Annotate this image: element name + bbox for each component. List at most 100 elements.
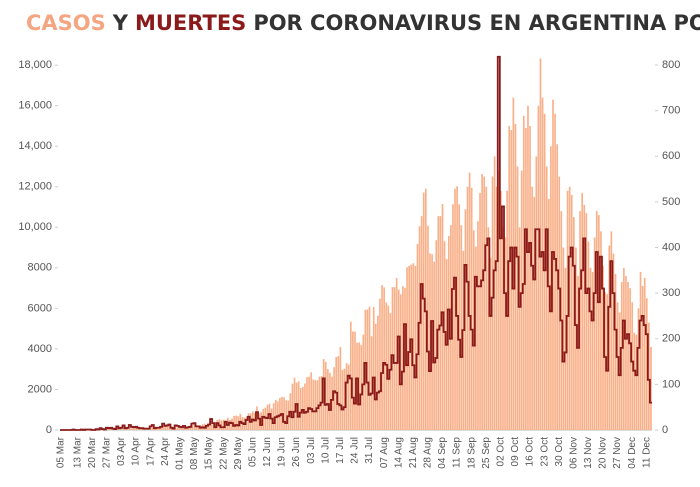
bar [352,331,354,430]
bar [229,419,231,430]
y-tick-label: 8000 [28,262,52,274]
bar [604,292,606,430]
bar [566,190,569,430]
bar [354,331,356,430]
x-tick-label: 27 Nov [612,437,623,469]
y2-tick-label: 800 [662,59,680,71]
bar [535,156,538,430]
bar [122,428,125,430]
bar [452,204,454,430]
bar [331,376,333,430]
x-tick-label: 11 Sep [452,437,463,468]
bar [572,217,575,430]
bar [327,369,329,430]
x-tick-label: 03 Jul [306,437,317,464]
bar [414,265,417,430]
bar [593,237,596,430]
bar [208,423,210,430]
bar [356,342,358,430]
bar [406,267,408,430]
bar [518,227,521,430]
bar [493,156,496,430]
bar [466,186,469,430]
bar [360,345,363,430]
bar [322,359,325,430]
x-tick-label: 24 Jul [350,437,361,464]
bar [254,413,256,430]
bar [279,398,281,430]
x-tick-label: 05 Mar [56,436,67,468]
bar [158,427,160,430]
bar [206,424,208,430]
bar [133,427,135,430]
bar [224,420,227,430]
bar [450,225,452,430]
bar [166,426,169,430]
bar [379,298,381,430]
y-tick-label: 0 [46,424,52,436]
y2-tick-label: 300 [662,287,680,299]
x-tick-label: 10 Apr [131,436,142,466]
bar [429,253,431,430]
x-tick-label: 03 Apr [116,436,127,466]
bar [468,172,471,430]
bar [462,250,465,430]
x-tick-label: 17 Jul [335,437,346,464]
bar [393,287,396,430]
x-tick-label: 05 Jun [247,437,258,467]
bar [441,204,444,430]
bar [477,221,479,430]
x-tick-label: 17 Apr [145,436,156,466]
bar [454,188,456,430]
bar [333,367,335,430]
bar [389,313,392,430]
bar [427,225,429,430]
x-tick-label: 20 Mar [87,436,98,468]
bar [128,428,131,430]
bar [629,288,631,430]
bar [329,372,331,430]
x-tick-label: 10 Jul [320,437,331,464]
bar [424,188,427,430]
bar [633,332,636,430]
bar [508,125,511,430]
x-tick-label: 31 Jul [364,437,375,464]
bar [606,294,609,430]
bar [583,205,586,430]
bar [422,192,425,430]
bar [412,263,415,430]
bar [404,287,406,430]
x-tick-label: 13 Nov [583,437,594,469]
bar [502,227,504,430]
bar [625,275,627,430]
title-part: CASOS [26,11,106,35]
bar [377,315,379,430]
y2-tick-label: 0 [662,424,668,436]
bar [608,245,611,430]
bar [251,411,254,430]
bar [552,99,554,430]
bar [347,364,350,430]
bar [639,271,642,430]
bar [481,174,483,430]
bar [364,309,367,430]
bar [591,271,594,430]
bar [295,382,298,430]
bar [168,426,171,430]
bar [191,425,194,430]
bar [416,244,419,430]
bar [368,306,371,430]
bar [226,417,229,430]
bar [299,388,302,430]
bar [391,287,394,430]
bar [181,427,183,430]
bar [512,97,515,430]
bar [164,426,167,430]
bar [362,334,365,430]
bar [116,427,119,430]
bar [575,247,577,430]
bar [475,246,477,430]
bar [247,413,250,430]
bar [179,427,181,430]
bar [616,302,619,430]
